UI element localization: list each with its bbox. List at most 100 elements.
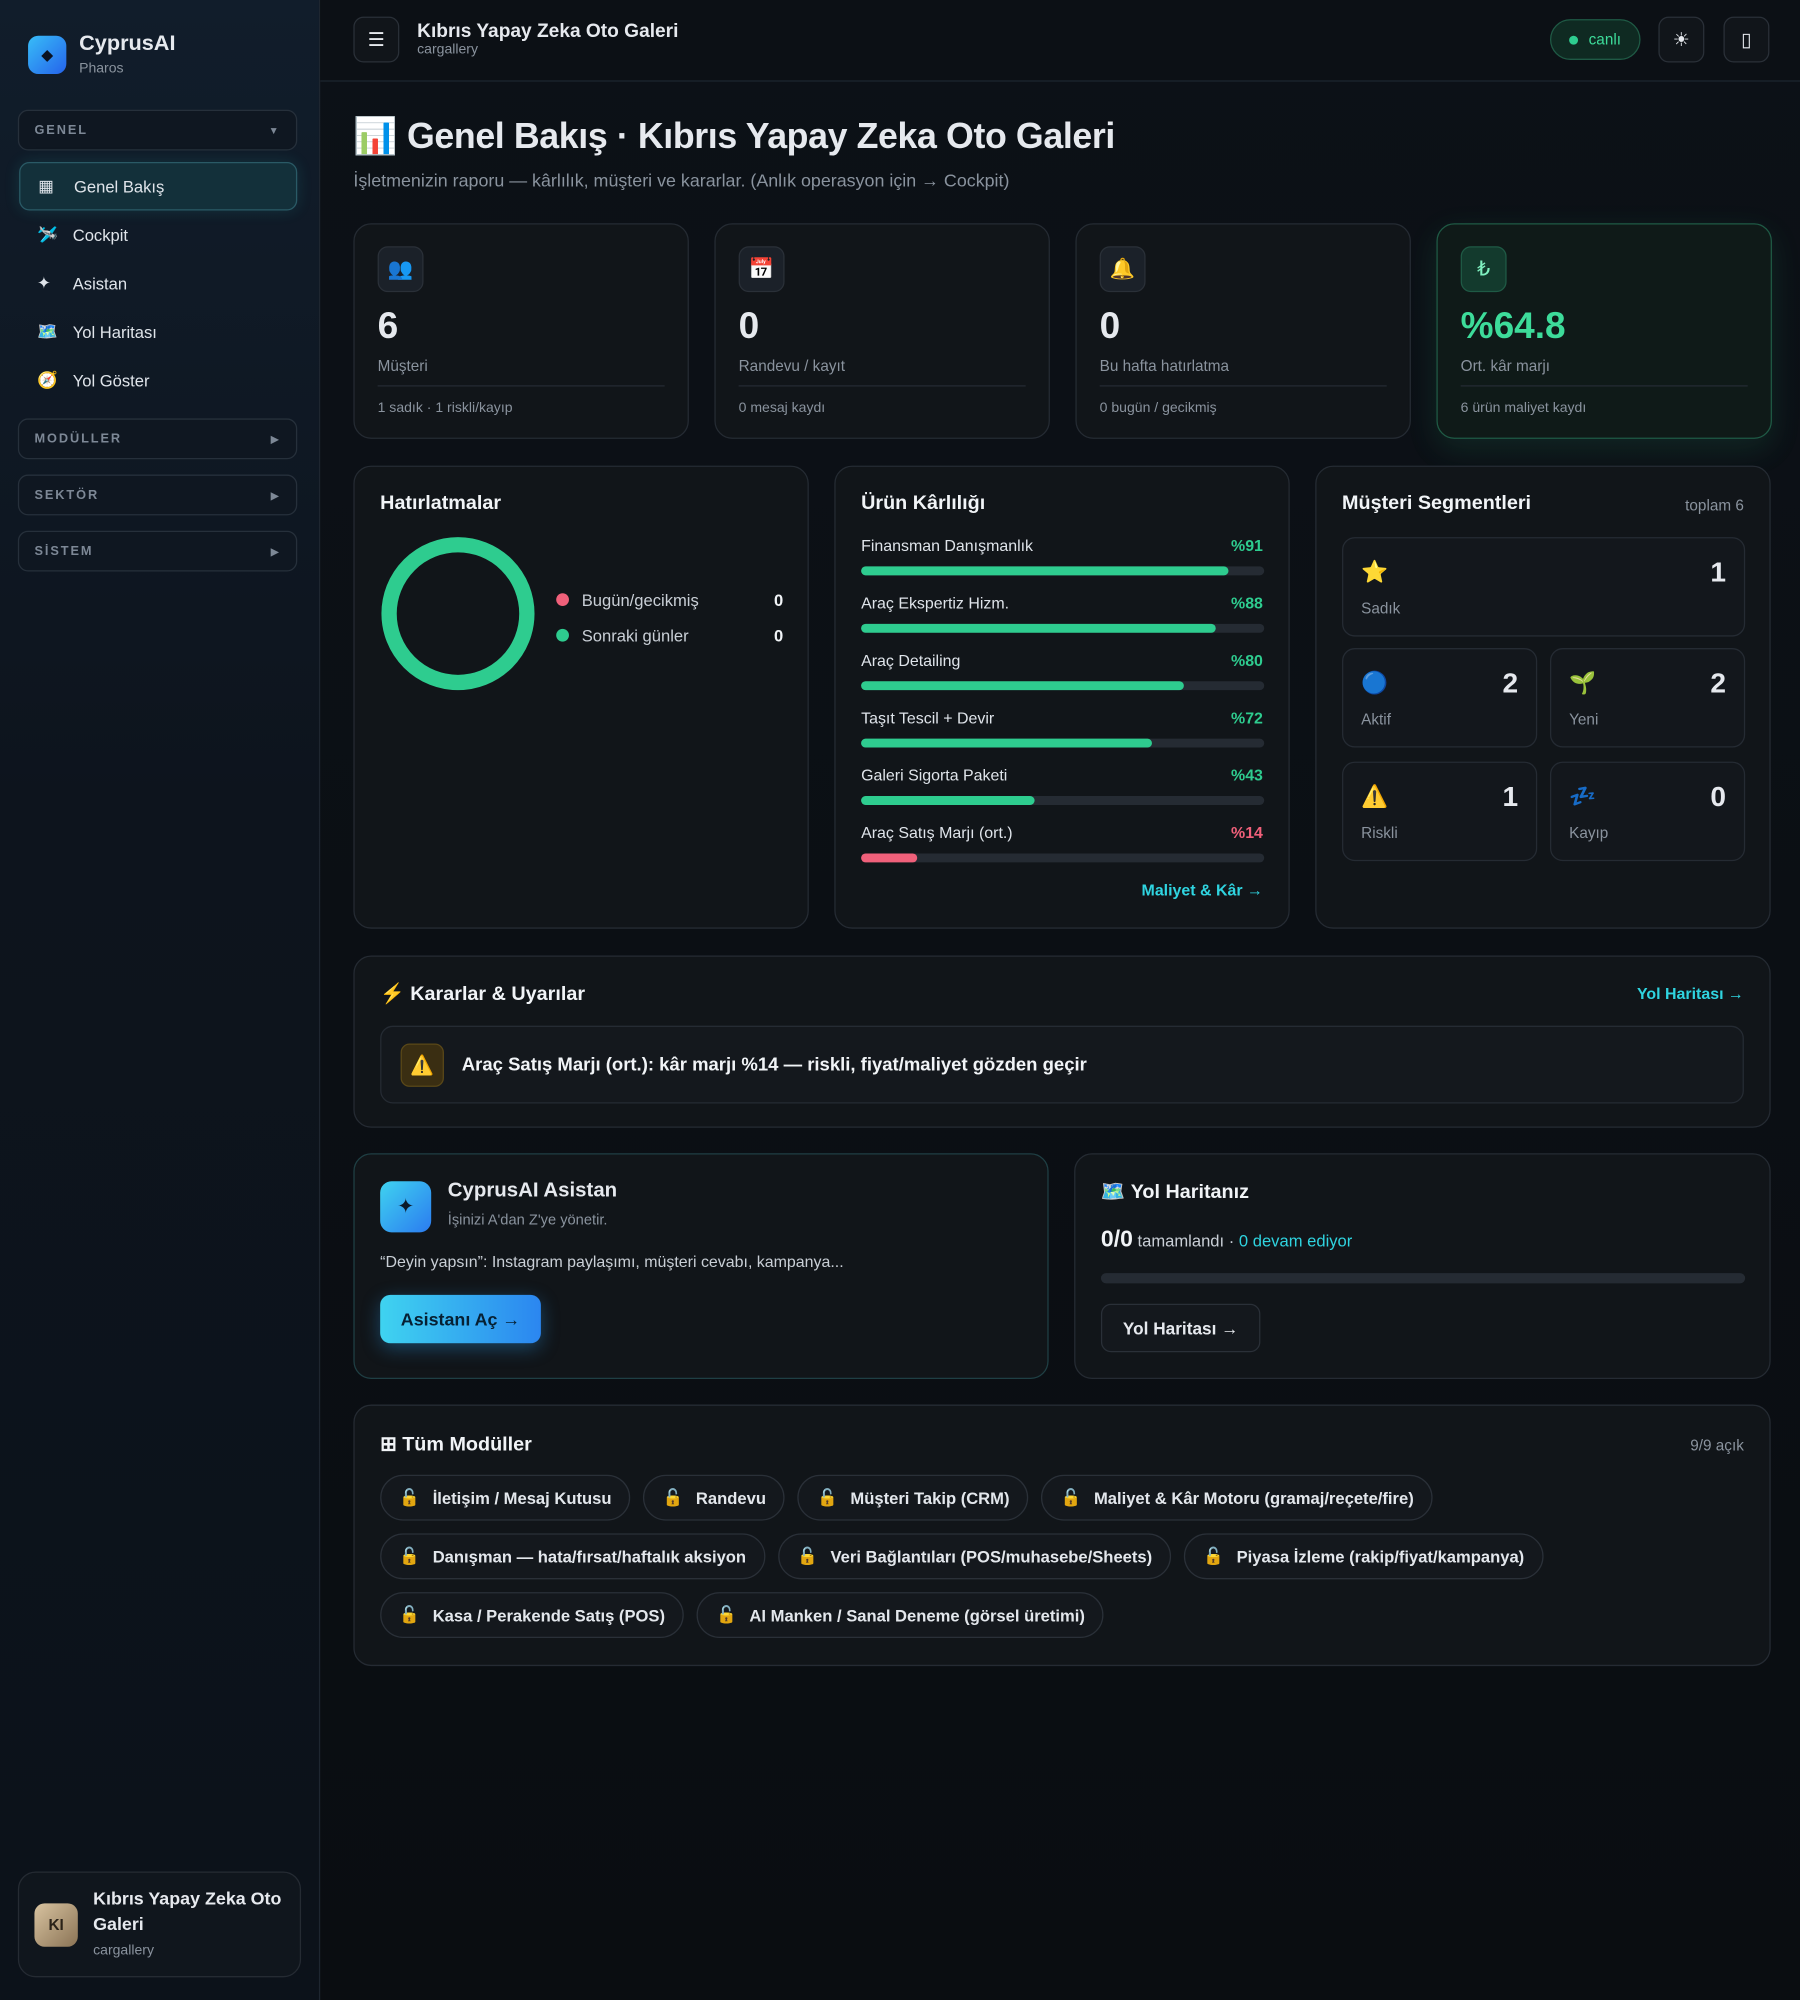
nav-item[interactable]: 🧭 Yol Göster [19,356,297,404]
modules-card: ⊞ Tüm Modüller 9/9 açık 🔓 İletişim / Mesa… [353,1404,1771,1667]
module-pill[interactable]: 🔓 Maliyet & Kâr Motoru (gramaj/reçete/fir… [1041,1474,1433,1521]
roadmap-in-progress: 0 devam ediyor [1238,1231,1353,1251]
module-pill[interactable]: 🔓 AI Manken / Sanal Deneme (görsel üretim… [696,1592,1105,1638]
bar [861,796,1035,805]
nav-icon: 🛩️ [36,224,58,244]
stat-note: 1 sadık · 1 riskli/kayıp [377,400,513,416]
stat-value: %64.8 [1460,306,1566,347]
legend-label: Bugün/gecikmiş [581,590,699,610]
roadmap-card: 🗺️ Yol Haritanız 0/0 tamamlandı · 0 deva… [1074,1153,1771,1380]
nav-item[interactable]: ✦ Asistan [19,259,297,307]
roadmap-button[interactable]: Yol Haritası → [1100,1303,1261,1353]
stat-note: 0 mesaj kaydı [738,400,826,416]
decisions-link[interactable]: Yol Haritası → [1636,984,1744,1003]
nav-label: Yol Göster [72,370,150,390]
segment-tile[interactable]: ⭐ 1 Sadık [1342,537,1746,637]
nav-item[interactable]: ▦ Genel Bakış [19,162,298,211]
nav-section[interactable]: GENEL ▼ [17,109,298,151]
bar [861,681,1184,691]
segment-value: 1 [1710,556,1727,589]
segment-label: Sadık [1361,599,1401,618]
segment-icon: ⭐ [1361,560,1389,585]
stat-label: Müşteri [377,357,428,376]
assistant-title: CyprusAI Asistan [447,1180,618,1202]
nav-icon: ▦ [38,176,54,196]
segment-tile[interactable]: 🌱 2 Yeni [1549,648,1746,748]
stat-label: Ort. kâr marjı [1460,357,1550,376]
topbar-title: Kıbrıs Yapay Zeka Oto Galeri [417,20,679,43]
profit-link[interactable]: Maliyet & Kâr → [1141,881,1263,900]
bar [861,623,1216,633]
brand-name: CyprusAI [79,30,176,55]
segments-total: toplam 6 [1685,496,1744,515]
menu-button[interactable]: ☰ [353,16,400,63]
nav-section[interactable]: MODÜLLER ▶ [17,418,298,460]
segment-tile[interactable]: 🔵 2 Aktif [1342,648,1538,748]
title-icon: ⊞ [380,1433,403,1456]
reminders-card: Hatırlatmalar Bugün/gecikmiş 0 Sonraki gün… [353,465,809,929]
stat-note: 6 ürün maliyet kaydı [1460,400,1587,416]
decisions-card: ⚡ Kararlar & Uyarılar Yol Haritası → ⚠️ A… [353,955,1771,1128]
roadmap-track [1100,1273,1746,1284]
nav-section[interactable]: SEKTÖR ▶ [17,474,298,516]
product-margin: %14 [1231,824,1263,842]
stat-value: 0 [1099,306,1121,347]
segment-value: 0 [1710,780,1727,813]
product-margin: %80 [1231,651,1263,670]
module-pill[interactable]: 🔓 Randevu [643,1474,786,1521]
page-subtitle: İşletmenizin raporu — kârlılık, müşteri … [353,169,1010,191]
module-pill[interactable]: 🔓 Müşteri Takip (CRM) [797,1474,1029,1521]
segment-tile[interactable]: ⚠️ 1 Riskli [1342,761,1538,862]
segments-card: Müşteri Segmentleri toplam 6 ⭐ 1 Sadık 🔵 2 Ak… [1315,465,1771,929]
section-caret: ▼ [268,124,281,136]
section-label: SEKTÖR [34,487,100,502]
lock-icon: 🔓 [817,1487,838,1507]
legend-value: 0 [774,625,784,645]
section-caret: ▶ [270,545,281,557]
module-pill[interactable]: 🔓 Veri Bağlantıları (POS/muhasebe/Sheets) [777,1533,1172,1580]
theme-button[interactable]: ☀ [1658,16,1705,63]
nav-icon: 🗺️ [36,321,58,341]
topbar-subtitle: cargallery [417,42,478,58]
nav-section[interactable]: SİSTEM ▶ [17,530,298,572]
product-name: Taşıt Tescil + Devir [861,709,995,728]
product-name: Araç Ekspertiz Hizm. [861,594,1010,613]
module-pill[interactable]: 🔓 Danışman — hata/fırsat/haftalık aksiyon [380,1533,766,1580]
segment-value: 1 [1502,780,1519,813]
alert-icon: ⚠️ [400,1042,444,1087]
stat-divider [738,385,1026,387]
card-title-text: Kararlar & Uyarılar [410,983,586,1006]
title-icon: 📊 [353,116,408,156]
stat-divider [377,385,665,387]
lock-icon: 🔓 [399,1546,420,1566]
topbar [320,0,1800,82]
module-pill[interactable]: 🔓 Kasa / Perakende Satış (POS) [380,1592,685,1638]
module-pill[interactable]: 🔓 Piyasa İzleme (rakip/fiyat/kampanya) [1184,1533,1544,1580]
title-icon: ⚡ [380,983,411,1006]
module-label: Randevu [695,1488,766,1508]
nav-label: Cockpit [72,225,129,245]
assistant-button[interactable]: Asistanı Aç → [380,1294,541,1344]
module-label: Veri Bağlantıları (POS/muhasebe/Sheets) [830,1546,1153,1566]
module-label: Maliyet & Kâr Motoru (gramaj/reçete/fire… [1093,1488,1414,1508]
stat-divider [1460,385,1748,387]
nav-item[interactable]: 🛩️ Cockpit [19,210,297,258]
card-title: Hatırlatmalar [380,492,502,515]
roadmap-done-label: tamamlandı · [1137,1231,1235,1251]
lock-icon: 🔓 [399,1604,420,1624]
stat-card: 📅 0 Randevu / kayıt 0 mesaj kaydı [714,223,1050,439]
account-card[interactable]: KI Kıbrıs Yapay Zeka Oto Galeri cargalle… [17,1871,302,1978]
page-title: 📊 Genel Bakış · Kıbrıs Yapay Zeka Oto Ga… [353,115,1115,157]
module-pill[interactable]: 🔓 İletişim / Mesaj Kutusu [380,1474,631,1521]
section-label: MODÜLLER [34,431,123,446]
account-name: Kıbrıs Yapay Zeka Oto Galeri [93,1888,282,1934]
profit-card: Ürün Kârlılığı Maliyet & Kâr → Finansman… [834,465,1290,929]
card-title: ⚡ Kararlar & Uyarılar [380,982,585,1006]
product-margin: %43 [1231,766,1263,785]
assistant-text: “Deyin yapsın”: Instagram paylaşımı, müş… [380,1252,844,1271]
nav-item[interactable]: 🗺️ Yol Haritası [19,307,297,355]
device-button[interactable]: ▯ [1723,16,1770,63]
segment-tile[interactable]: 💤 0 Kayıp [1549,761,1746,862]
stat-icon: 📅 [738,246,785,293]
